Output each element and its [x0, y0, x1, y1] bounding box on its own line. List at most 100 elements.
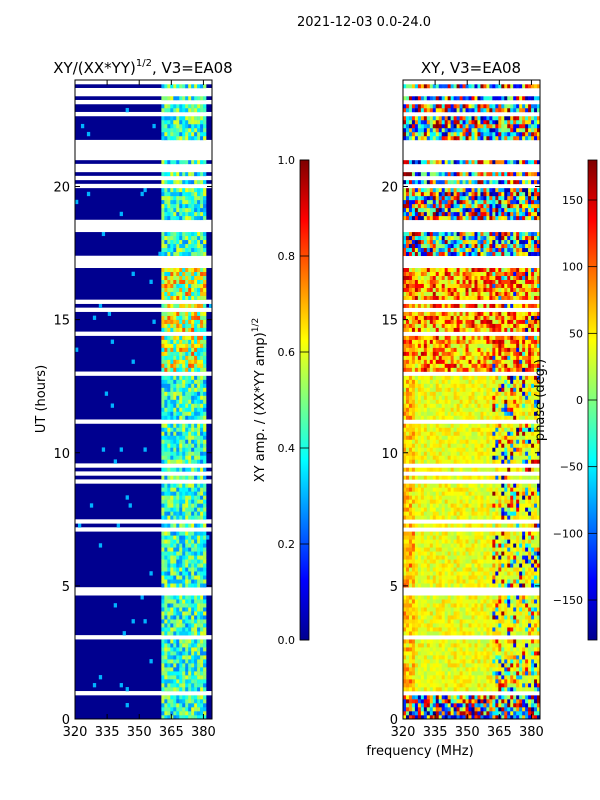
heatmap-cell: [161, 663, 165, 668]
heatmap-cell: [525, 607, 529, 612]
heatmap-cell: [465, 499, 469, 504]
heatmap-cell: [450, 431, 454, 436]
heatmap-cell: [438, 507, 443, 512]
heatmap-cell: [194, 655, 198, 660]
heatmap-cell: [456, 707, 460, 712]
heatmap-cell: [173, 239, 177, 245]
heatmap-cell: [462, 511, 466, 516]
heatmap-cell: [522, 559, 526, 564]
heatmap-cell: [507, 475, 511, 480]
heatmap-cell: [525, 475, 529, 480]
heatmap-cell: [501, 583, 505, 588]
heatmap-cell: [182, 671, 186, 676]
heatmap-cell: [495, 667, 499, 672]
heatmap-cell: [164, 103, 168, 109]
heatmap-cell: [164, 583, 168, 588]
heatmap-cell: [474, 535, 478, 540]
heatmap-cell: [176, 483, 180, 488]
heatmap-cell: [185, 695, 189, 700]
heatmap-cell: [161, 363, 165, 368]
heatmap-cell: [197, 483, 201, 488]
heatmap-cell: [480, 571, 484, 576]
heatmap-cell: [423, 563, 428, 568]
heatmap-cell: [143, 187, 147, 193]
heatmap-cell: [164, 427, 168, 432]
heatmap-cell: [447, 651, 451, 656]
heatmap-cell: [191, 491, 195, 496]
heatmap-cell: [161, 631, 165, 636]
heatmap-cell: [504, 563, 508, 568]
heatmap-cell: [417, 655, 422, 660]
heatmap-cell: [534, 515, 538, 520]
heatmap-cell: [486, 679, 490, 684]
heatmap-cell: [510, 503, 514, 508]
heatmap-cell: [468, 503, 472, 508]
heatmap-cell: [182, 555, 186, 560]
heatmap-cell: [441, 487, 445, 492]
heatmap-cell: [480, 567, 484, 572]
heatmap-cell: [522, 511, 526, 516]
heatmap-cell: [537, 455, 540, 460]
heatmap-cell: [164, 599, 168, 604]
heatmap-cell: [185, 687, 189, 692]
heatmap-cell: [161, 347, 165, 352]
heatmap-cell: [456, 543, 460, 548]
heatmap-cell: [441, 575, 445, 580]
heatmap-cell: [197, 559, 201, 564]
heatmap-cell: [429, 547, 434, 552]
heatmap-cell: [441, 515, 445, 520]
heatmap-cell: [161, 391, 165, 396]
heatmap-cell: [417, 595, 422, 600]
heatmap-cell: [492, 563, 496, 568]
heatmap-cell: [420, 679, 425, 684]
heatmap-cell: [191, 103, 195, 109]
heatmap-cell: [426, 455, 431, 460]
heatmap-cell: [200, 459, 204, 464]
heatmap-cell: [411, 539, 416, 544]
heatmap-cell: [468, 579, 472, 584]
heatmap-cell: [504, 435, 508, 440]
heatmap-cell: [417, 487, 422, 492]
heatmap-cell: [197, 475, 201, 480]
heatmap-cell: [194, 415, 198, 420]
heatmap-cell: [200, 427, 204, 432]
heatmap-cell: [194, 347, 198, 352]
heatmap-cell: [510, 475, 514, 480]
heatmap-cell: [185, 647, 189, 652]
heatmap-cell: [173, 671, 177, 676]
heatmap-cell: [531, 607, 535, 612]
flagged-row: [75, 255, 212, 261]
heatmap-cell: [528, 455, 532, 460]
heatmap-cell: [173, 627, 177, 632]
heatmap-cell: [417, 551, 422, 556]
heatmap-cell: [161, 243, 165, 249]
heatmap-cell: [441, 551, 445, 556]
heatmap-cell: [403, 543, 407, 548]
heatmap-cell: [411, 711, 416, 716]
heatmap-cell: [456, 599, 460, 604]
heatmap-cell: [194, 683, 198, 688]
heatmap-cell: [197, 115, 201, 121]
heatmap-cell: [203, 583, 207, 588]
heatmap-cell: [534, 559, 538, 564]
heatmap-cell: [528, 611, 532, 616]
heatmap-cell: [510, 667, 514, 672]
heatmap-cell: [480, 699, 484, 704]
heatmap-cell: [182, 339, 186, 344]
heatmap-cell: [191, 431, 195, 436]
heatmap-cell: [408, 555, 413, 560]
heatmap-cell: [432, 631, 437, 636]
heatmap-cell: [414, 499, 419, 504]
heatmap-cell: [474, 599, 478, 604]
heatmap-cell: [471, 515, 475, 520]
heatmap-cell: [423, 675, 428, 680]
heatmap-cell: [468, 699, 472, 704]
heatmap-cell: [519, 639, 523, 644]
flagged-row: [75, 691, 212, 696]
heatmap-cell: [531, 631, 535, 636]
heatmap-cell: [417, 503, 422, 508]
heatmap-cell: [194, 539, 198, 544]
heatmap-cell: [450, 543, 454, 548]
heatmap-cell: [459, 619, 463, 624]
heatmap-cell: [420, 703, 425, 708]
